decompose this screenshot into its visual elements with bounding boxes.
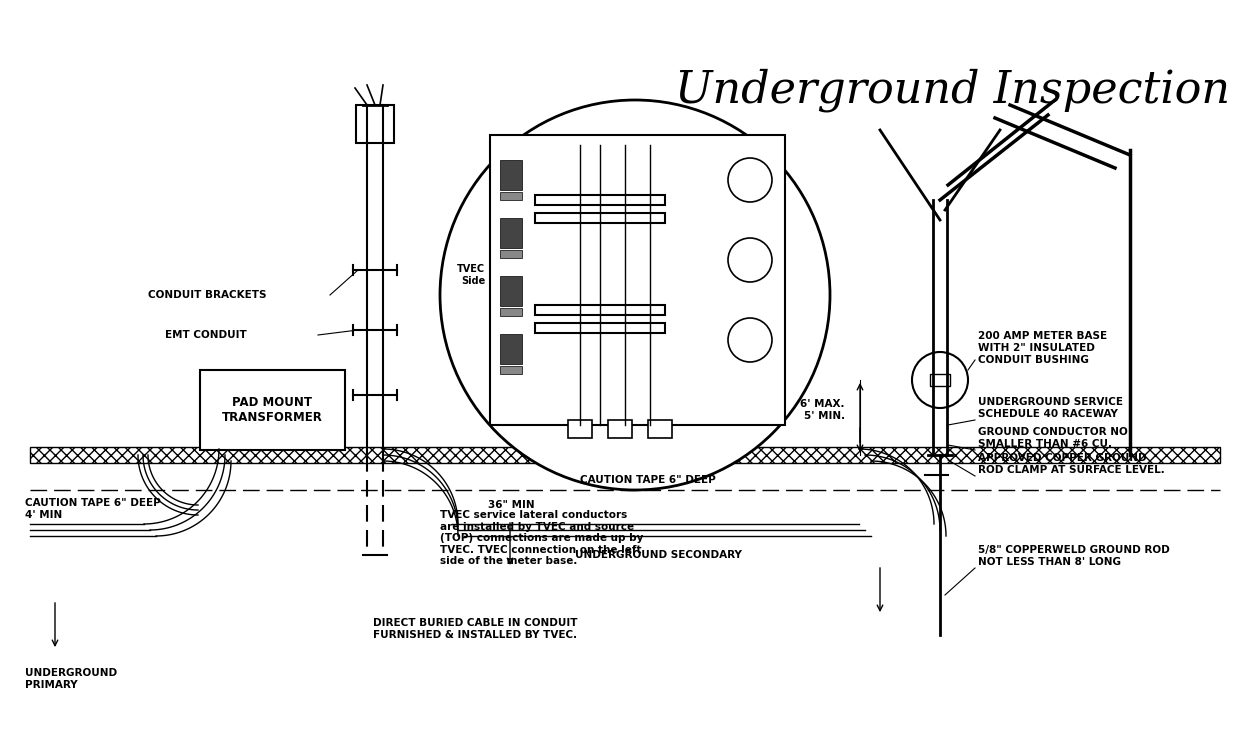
Text: DIRECT BURIED CABLE IN CONDUIT
FURNISHED & INSTALLED BY TVEC.: DIRECT BURIED CABLE IN CONDUIT FURNISHED… bbox=[373, 618, 577, 640]
Text: GROUND CONDUCTOR NO
SMALLER THAN #6 CU.: GROUND CONDUCTOR NO SMALLER THAN #6 CU. bbox=[978, 427, 1128, 448]
Bar bbox=[500, 192, 522, 200]
Bar bbox=[500, 276, 522, 306]
Bar bbox=[356, 105, 394, 143]
Bar bbox=[500, 366, 522, 374]
Text: CAUTION TAPE 6" DEEP: CAUTION TAPE 6" DEEP bbox=[580, 475, 716, 485]
Bar bbox=[500, 308, 522, 316]
Text: 6' MAX.
5' MIN.: 6' MAX. 5' MIN. bbox=[800, 399, 845, 421]
Bar bbox=[500, 250, 522, 258]
Text: UNDERGROUND SERVICE
SCHEDULE 40 RACEWAY: UNDERGROUND SERVICE SCHEDULE 40 RACEWAY bbox=[978, 397, 1123, 419]
Bar bbox=[608, 420, 632, 438]
Circle shape bbox=[727, 238, 772, 282]
Text: APPROVED COPPER GROUND
ROD CLAMP AT SURFACE LEVEL.: APPROVED COPPER GROUND ROD CLAMP AT SURF… bbox=[978, 453, 1164, 475]
Text: UNDERGROUND
PRIMARY: UNDERGROUND PRIMARY bbox=[25, 668, 118, 690]
Text: CAUTION TAPE 6" DEEP
4' MIN: CAUTION TAPE 6" DEEP 4' MIN bbox=[25, 498, 160, 519]
Circle shape bbox=[439, 100, 830, 490]
Circle shape bbox=[727, 158, 772, 202]
Bar bbox=[200, 370, 346, 450]
Bar bbox=[490, 135, 785, 425]
Circle shape bbox=[911, 352, 968, 408]
Text: TVEC service lateral conductors
are installed by TVEC and source
(TOP) connectio: TVEC service lateral conductors are inst… bbox=[439, 510, 644, 566]
Bar bbox=[535, 195, 665, 205]
Bar bbox=[30, 447, 1219, 463]
Text: EMT CONDUIT: EMT CONDUIT bbox=[165, 330, 247, 340]
Bar bbox=[500, 218, 522, 248]
Bar bbox=[535, 213, 665, 223]
Bar bbox=[535, 305, 665, 315]
Text: UNDERGROUND SECONDARY: UNDERGROUND SECONDARY bbox=[575, 550, 742, 560]
Text: TVEC
Side: TVEC Side bbox=[457, 264, 485, 286]
Bar bbox=[535, 323, 665, 333]
Bar bbox=[500, 160, 522, 190]
Text: PAD MOUNT
TRANSFORMER: PAD MOUNT TRANSFORMER bbox=[222, 396, 323, 424]
Text: CONDUIT BRACKETS: CONDUIT BRACKETS bbox=[148, 290, 267, 300]
Text: Underground Inspection: Underground Inspection bbox=[675, 68, 1229, 112]
Text: 36" MIN: 36" MIN bbox=[488, 500, 535, 510]
Bar bbox=[500, 334, 522, 364]
Bar bbox=[568, 420, 592, 438]
Bar bbox=[30, 447, 1219, 463]
Bar bbox=[649, 420, 672, 438]
Text: 5/8" COPPERWELD GROUND ROD
NOT LESS THAN 8' LONG: 5/8" COPPERWELD GROUND ROD NOT LESS THAN… bbox=[978, 545, 1169, 567]
Circle shape bbox=[727, 318, 772, 362]
Text: 200 AMP METER BASE
WITH 2" INSULATED
CONDUIT BUSHING: 200 AMP METER BASE WITH 2" INSULATED CON… bbox=[978, 332, 1107, 364]
Bar bbox=[930, 374, 950, 386]
